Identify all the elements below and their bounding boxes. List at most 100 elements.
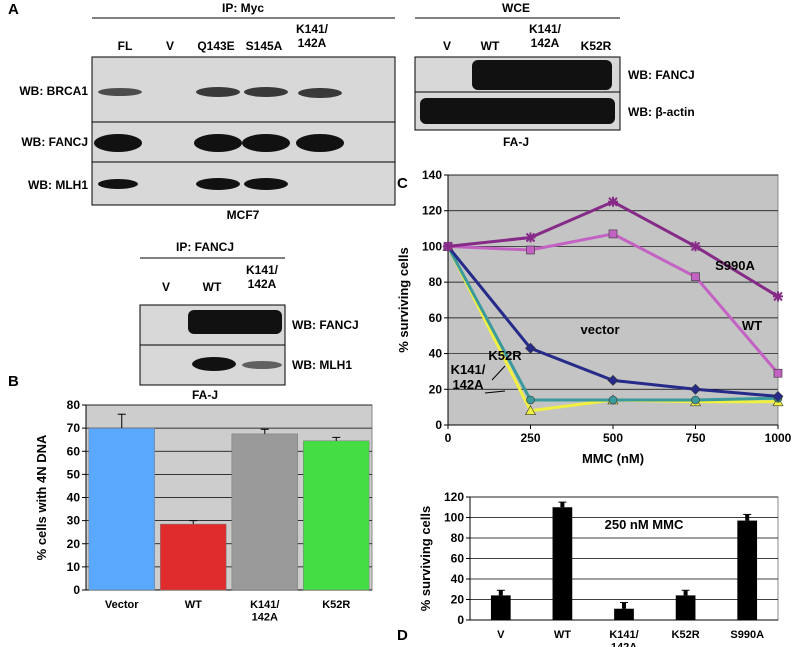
annotation: 250 nM MMC (605, 517, 684, 532)
band (242, 134, 290, 152)
blot-ip-fancj: IP: FANCJ V WT K141/142A WB: FANCJ WB: M… (139, 240, 359, 402)
lane-label: WT (481, 39, 500, 53)
bar (160, 523, 227, 591)
marker (524, 405, 537, 416)
marker (608, 229, 618, 239)
panel-label: D (397, 627, 408, 644)
bar (675, 595, 696, 620)
y-tick-label: 40 (67, 491, 81, 505)
band (244, 87, 288, 97)
series-label: K141/142A (451, 362, 486, 392)
bar (737, 520, 758, 620)
y-tick-label: 60 (67, 444, 81, 458)
row-label: WB: MLH1 (28, 178, 88, 192)
y-tick-label: 20 (67, 537, 81, 551)
y-tick-label: 100 (444, 511, 464, 525)
y-tick-label: 100 (422, 239, 442, 253)
cell-label: MCF7 (227, 208, 260, 222)
y-tick-label: 140 (422, 168, 442, 182)
bar (231, 433, 298, 591)
bar (614, 608, 634, 620)
y-tick-label: 80 (67, 398, 81, 412)
marker (772, 391, 784, 402)
bar (303, 440, 370, 591)
y-tick-label: 20 (451, 593, 465, 607)
y-axis-label: % surviving cells (396, 247, 411, 353)
marker (526, 245, 535, 255)
band (196, 178, 240, 190)
band (244, 178, 288, 190)
y-tick-label: 60 (429, 311, 443, 325)
lane-label: Q143E (197, 39, 234, 53)
chart: 0 20 40 60 80 100 120 140 % surviving cells 0 250 5… (396, 168, 792, 466)
chart: 0 20 40 60 80 100 120 % surviving cells V WT K141/… (418, 490, 779, 647)
band (94, 134, 142, 152)
y-tick-label: 60 (451, 552, 465, 566)
y-tick-label: 40 (451, 572, 465, 586)
y-tick-label: 10 (67, 560, 81, 574)
x-tick-label: Vector (105, 599, 139, 611)
blot-header: WCE (502, 1, 530, 15)
band (98, 179, 138, 189)
blot-strip (91, 56, 396, 123)
band (98, 88, 142, 96)
x-tick-label: 1000 (765, 431, 792, 445)
y-tick-label: 80 (429, 275, 443, 289)
bar (552, 507, 573, 620)
cell-label: FA-J (192, 388, 218, 402)
band (296, 134, 344, 152)
lane-label: V (443, 39, 451, 53)
band (298, 88, 342, 98)
panel-label: A (8, 1, 19, 18)
band (192, 357, 236, 371)
band (420, 98, 615, 124)
x-tick-label: WT (554, 629, 571, 641)
x-tick-label: 0 (445, 431, 452, 445)
y-tick-label: 80 (451, 531, 465, 545)
blot-header: IP: FANCJ (176, 240, 234, 254)
lane-label: K141/142A (529, 22, 562, 50)
cell-label: FA-J (503, 135, 529, 149)
band (196, 87, 240, 97)
row-label: WB: β-actin (628, 105, 695, 119)
x-tick-label: K141/142A (609, 629, 638, 647)
y-tick-label: 40 (429, 347, 443, 361)
blot-wce: WCE V WT K141/142A K52R WB: FANCJ WB: β-… (414, 1, 695, 149)
lane-label: V (162, 280, 170, 294)
y-tick-label: 30 (67, 514, 81, 528)
marker (773, 368, 783, 378)
band (188, 310, 282, 334)
chart: 0 10 20 30 40 50 60 70 80 % cells with 4N DNA Vect… (34, 398, 373, 624)
x-tick-label: S990A (730, 629, 764, 641)
y-tick-label: 120 (444, 490, 464, 504)
y-tick-label: 50 (67, 467, 81, 481)
x-tick-label: K52R (672, 629, 700, 641)
plot-area (447, 174, 779, 426)
blot-header: IP: Myc (222, 1, 264, 15)
series-label: S990A (715, 258, 755, 273)
row-label: WB: FANCJ (628, 68, 695, 82)
label-leader (484, 390, 506, 394)
y-tick-label: 20 (429, 382, 443, 396)
y-tick-label: 0 (435, 418, 442, 432)
lane-label: WT (203, 280, 222, 294)
marker (443, 241, 453, 252)
marker (608, 196, 618, 207)
x-tick-label: 750 (685, 431, 705, 445)
y-tick-label: 70 (67, 421, 81, 435)
series-label: vector (580, 322, 619, 337)
x-tick-label: V (497, 629, 505, 641)
marker (690, 383, 701, 395)
y-axis-label: % surviving cells (418, 506, 433, 612)
y-axis-label: % cells with 4N DNA (34, 434, 49, 560)
marker (773, 291, 783, 302)
x-tick-label: 250 (520, 431, 540, 445)
lane-label: V (166, 39, 174, 53)
lane-label: K141/142A (246, 263, 279, 291)
label-leader (491, 365, 506, 381)
marker (691, 272, 700, 282)
x-tick-label: WT (185, 599, 202, 611)
lane-label: S145A (246, 39, 283, 53)
marker (525, 232, 536, 243)
